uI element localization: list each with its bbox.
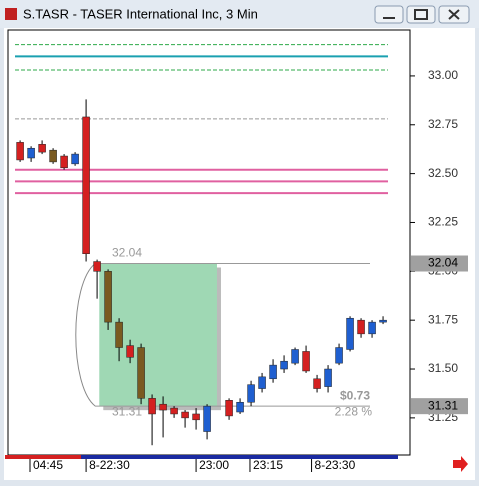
marker-box: [411, 255, 468, 272]
maximize-button[interactable]: [406, 5, 436, 24]
candle-body: [368, 321, 376, 335]
candle-body: [104, 271, 112, 323]
change-pct: 2.28 %: [335, 404, 373, 418]
marker-label: 31.31: [112, 404, 142, 418]
y-tick-label: 31.75: [428, 312, 458, 326]
candle-body: [93, 261, 101, 272]
candle-body: [137, 347, 145, 399]
candle-body: [346, 317, 354, 350]
range-arc: [75, 263, 96, 407]
candle-body: [269, 364, 277, 380]
candle-body: [60, 155, 68, 169]
candle-body: [16, 142, 24, 161]
x-tick-label: 8-23:30: [315, 458, 356, 472]
candle-body: [324, 368, 332, 387]
candle-body: [280, 360, 288, 370]
candle-body: [357, 319, 365, 335]
candle-body: [27, 147, 35, 159]
marker-value: 31.31: [428, 398, 458, 412]
candle-body: [203, 405, 211, 432]
x-tick-label: 23:15: [253, 458, 283, 472]
change-label: $0.73: [340, 388, 370, 402]
candle-body: [225, 400, 233, 417]
session-bar: [5, 455, 81, 459]
marker-label: 32.04: [112, 246, 142, 260]
time-bar: [5, 455, 398, 459]
candle-body: [247, 384, 255, 403]
candle-body: [181, 411, 189, 419]
candle-body: [115, 321, 123, 348]
window-title: S.TASR - TASER International Inc, 3 Min: [23, 6, 258, 21]
candle-body: [82, 116, 90, 254]
candle-body: [313, 378, 321, 389]
candle-body: [126, 345, 134, 358]
y-tick-label: 33.00: [428, 68, 458, 82]
candle-body: [236, 401, 244, 413]
candle-body: [38, 144, 46, 153]
candle-body: [335, 347, 343, 364]
candle-body: [49, 149, 57, 163]
minimize-button[interactable]: [374, 5, 404, 24]
y-tick-label: 32.50: [428, 166, 458, 180]
x-tick-label: 04:45: [33, 458, 63, 472]
candle-body: [148, 398, 156, 415]
y-tick-label: 32.75: [428, 117, 458, 131]
marker-box: [411, 398, 468, 415]
candle-body: [258, 376, 266, 389]
candle-body: [192, 413, 200, 421]
candle-body: [291, 349, 299, 364]
candle-body: [379, 319, 387, 323]
candle-body: [170, 407, 178, 415]
app-icon: [5, 8, 17, 20]
x-tick-label: 23:00: [199, 458, 229, 472]
y-tick-label: 32.25: [428, 215, 458, 229]
marker-value: 32.04: [428, 256, 458, 270]
candle-body: [159, 403, 167, 411]
y-tick-label: 31.50: [428, 361, 458, 375]
candle-body: [71, 153, 79, 165]
x-tick-label: 8-22:30: [89, 458, 130, 472]
scroll-arrow[interactable]: [453, 456, 468, 472]
candle-body: [302, 351, 310, 372]
